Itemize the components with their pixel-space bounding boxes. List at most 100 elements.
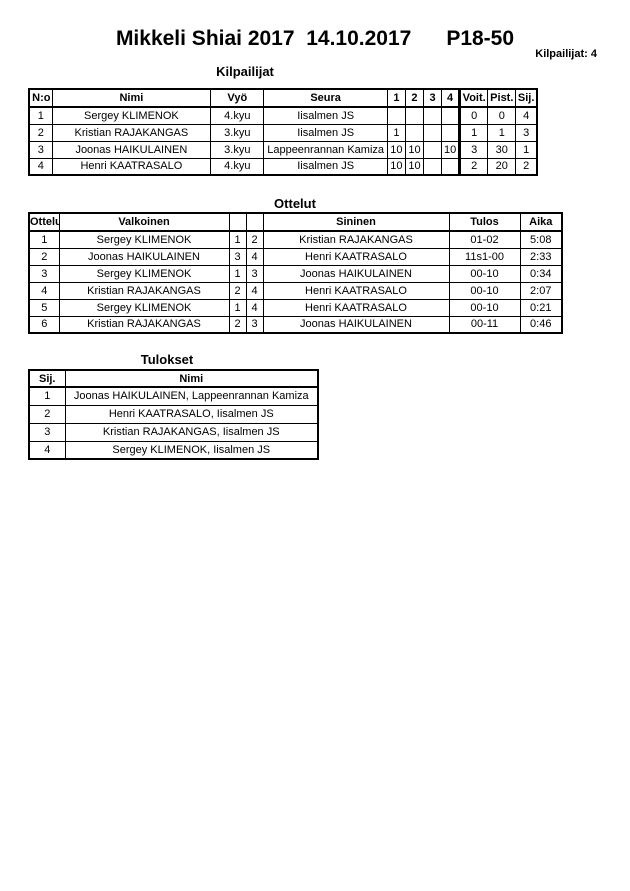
col-header-vyo: Vyö bbox=[210, 88, 265, 108]
cell-sij: 4 bbox=[515, 106, 538, 125]
table-row: 3 Kristian RAJAKANGAS, Iisalmen JS bbox=[28, 422, 319, 442]
cell-no: 3 bbox=[28, 140, 53, 159]
cell-round-4: 10 bbox=[441, 140, 461, 159]
cell-blue-name: Joonas HAIKULAINEN bbox=[262, 264, 450, 283]
cell-pist: 20 bbox=[487, 157, 517, 176]
col-header-tulos: Tulos bbox=[448, 212, 521, 232]
cell-round-3 bbox=[422, 123, 443, 142]
table-row: 2 Kristian RAJAKANGAS 3.kyu Iisalmen JS … bbox=[28, 123, 538, 142]
cell-blue-name: Henri KAATRASALO bbox=[262, 298, 450, 317]
matches-table: Ottelu Valkoinen Sininen Tulos Aika 1 Se… bbox=[28, 212, 563, 334]
cell-seura: Lappeenrannan Kamiza bbox=[263, 140, 388, 159]
table-row: 2 Joonas HAIKULAINEN 3 4 Henri KAATRASAL… bbox=[28, 247, 563, 266]
cell-round-2 bbox=[404, 106, 425, 125]
cell-result: 00-10 bbox=[448, 281, 521, 300]
col-header-ottelu: Ottelu bbox=[28, 212, 60, 232]
cell-blue-name: Henri KAATRASALO bbox=[262, 247, 450, 266]
cell-seura: Iisalmen JS bbox=[263, 123, 388, 142]
cell-time: 2:07 bbox=[519, 281, 563, 300]
cell-voit: 1 bbox=[458, 123, 489, 142]
cell-voit: 0 bbox=[458, 106, 489, 125]
cell-vyo: 3.kyu bbox=[210, 123, 265, 142]
cell-white-name: Sergey KLIMENOK bbox=[58, 264, 230, 283]
cell-blue-number: 4 bbox=[245, 298, 264, 317]
cell-blue-number: 2 bbox=[245, 230, 264, 249]
cell-blue-name: Henri KAATRASALO bbox=[262, 281, 450, 300]
cell-white-name: Sergey KLIMENOK bbox=[58, 230, 230, 249]
cell-result: 00-11 bbox=[448, 315, 521, 334]
cell-rank: 3 bbox=[28, 422, 66, 442]
cell-rank: 2 bbox=[28, 404, 66, 424]
cell-blue-number: 3 bbox=[245, 315, 264, 334]
cell-pist: 1 bbox=[487, 123, 517, 142]
table-row: 6 Kristian RAJAKANGAS 2 3 Joonas HAIKULA… bbox=[28, 315, 563, 334]
cell-result: 00-10 bbox=[448, 298, 521, 317]
table-row: 3 Sergey KLIMENOK 1 3 Joonas HAIKULAINEN… bbox=[28, 264, 563, 283]
cell-name-club: Henri KAATRASALO, Iisalmen JS bbox=[64, 404, 319, 424]
cell-round-1: 1 bbox=[386, 123, 406, 142]
cell-time: 2:33 bbox=[519, 247, 563, 266]
cell-nimi: Kristian RAJAKANGAS bbox=[51, 123, 212, 142]
col-header-sij: Sij. bbox=[515, 88, 538, 108]
table-header-row: Sij. Nimi bbox=[28, 369, 319, 388]
cell-vyo: 4.kyu bbox=[210, 106, 265, 125]
cell-result: 11s1-00 bbox=[448, 247, 521, 266]
cell-white-number: 1 bbox=[228, 264, 247, 283]
cell-result: 00-10 bbox=[448, 264, 521, 283]
cell-round-2: 10 bbox=[404, 157, 425, 176]
cell-match-no: 3 bbox=[28, 264, 60, 283]
cell-rank: 4 bbox=[28, 440, 66, 460]
cell-seura: Iisalmen JS bbox=[263, 157, 388, 176]
cell-round-2 bbox=[404, 123, 425, 142]
cell-round-3 bbox=[422, 106, 443, 125]
cell-match-no: 5 bbox=[28, 298, 60, 317]
results-table: Sij. Nimi 1 Joonas HAIKULAINEN, Lappeenr… bbox=[28, 369, 319, 460]
cell-white-name: Kristian RAJAKANGAS bbox=[58, 315, 230, 334]
cell-seura: Iisalmen JS bbox=[263, 106, 388, 125]
cell-blue-name: Kristian RAJAKANGAS bbox=[262, 230, 450, 249]
col-header-white-number bbox=[228, 212, 247, 232]
cell-name-club: Kristian RAJAKANGAS, Iisalmen JS bbox=[64, 422, 319, 442]
col-header-valkoinen: Valkoinen bbox=[58, 212, 230, 232]
cell-pist: 0 bbox=[487, 106, 517, 125]
cell-round-4 bbox=[441, 157, 461, 176]
cell-rank: 1 bbox=[28, 386, 66, 406]
col-header-sininen: Sininen bbox=[262, 212, 450, 232]
cell-match-no: 4 bbox=[28, 281, 60, 300]
col-header-voit: Voit. bbox=[458, 88, 489, 108]
cell-round-1: 10 bbox=[386, 140, 406, 159]
cell-match-no: 1 bbox=[28, 230, 60, 249]
col-header-round-1: 1 bbox=[386, 88, 406, 108]
cell-pist: 30 bbox=[487, 140, 517, 159]
table-row: 2 Henri KAATRASALO, Iisalmen JS bbox=[28, 404, 319, 424]
cell-white-number: 1 bbox=[228, 230, 247, 249]
cell-voit: 2 bbox=[458, 157, 489, 176]
table-row: 1 Sergey KLIMENOK 1 2 Kristian RAJAKANGA… bbox=[28, 230, 563, 249]
cell-result: 01-02 bbox=[448, 230, 521, 249]
col-header-nimi: Nimi bbox=[51, 88, 212, 108]
cell-vyo: 4.kyu bbox=[210, 157, 265, 176]
cell-name-club: Joonas HAIKULAINEN, Lappeenrannan Kamiza bbox=[64, 386, 319, 406]
col-header-aika: Aika bbox=[519, 212, 563, 232]
cell-no: 4 bbox=[28, 157, 53, 176]
cell-blue-number: 3 bbox=[245, 264, 264, 283]
cell-time: 0:34 bbox=[519, 264, 563, 283]
cell-sij: 2 bbox=[515, 157, 538, 176]
cell-time: 0:21 bbox=[519, 298, 563, 317]
col-header-round-2: 2 bbox=[404, 88, 425, 108]
cell-blue-name: Joonas HAIKULAINEN bbox=[262, 315, 450, 334]
table-row: 4 Henri KAATRASALO 4.kyu Iisalmen JS 10 … bbox=[28, 157, 538, 176]
cell-round-3 bbox=[422, 157, 443, 176]
table-row: 1 Joonas HAIKULAINEN, Lappeenrannan Kami… bbox=[28, 386, 319, 406]
cell-match-no: 2 bbox=[28, 247, 60, 266]
cell-white-number: 1 bbox=[228, 298, 247, 317]
table-header-row: N:o Nimi Vyö Seura 1 2 3 4 Voit. Pist. S… bbox=[28, 88, 538, 108]
cell-white-name: Joonas HAIKULAINEN bbox=[58, 247, 230, 266]
cell-sij: 1 bbox=[515, 140, 538, 159]
cell-blue-number: 4 bbox=[245, 281, 264, 300]
cell-white-number: 2 bbox=[228, 315, 247, 334]
table-row: 4 Kristian RAJAKANGAS 2 4 Henri KAATRASA… bbox=[28, 281, 563, 300]
col-header-pist: Pist. bbox=[487, 88, 517, 108]
col-header-seura: Seura bbox=[263, 88, 388, 108]
